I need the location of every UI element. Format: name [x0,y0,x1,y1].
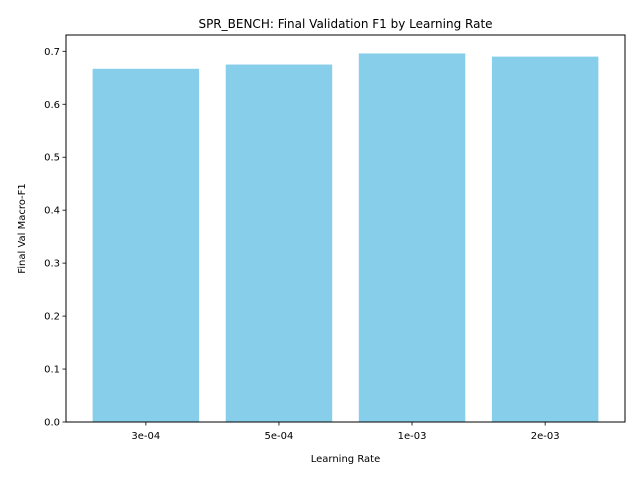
plot-frame [65,34,626,423]
x-tick-label: 1e-03 [398,431,427,442]
x-tick-label: 3e-04 [131,431,160,442]
bar-5e-04 [225,64,333,423]
x-axis-ticks: 3e-04 5e-04 1e-03 2e-03 [131,422,560,442]
y-axis-ticks: 0.0 0.1 0.2 0.3 0.4 0.5 0.6 0.7 [44,47,66,429]
y-tick-label: 0.4 [44,206,60,217]
y-tick-label: 0.6 [44,100,60,111]
x-tick-label: 5e-04 [265,431,294,442]
y-tick-label: 0.3 [44,259,60,270]
bars [92,53,599,423]
bar-2e-03 [491,56,599,423]
y-tick-label: 0.1 [44,365,60,376]
x-tick-label: 2e-03 [531,431,560,442]
y-tick-label: 0.2 [44,312,60,323]
axes [65,34,626,423]
x-axis-label: Learning Rate [311,454,381,465]
bar-3e-04 [92,68,200,423]
chart-title: SPR_BENCH: Final Validation F1 by Learni… [198,17,492,31]
y-axis-label: Final Val Macro-F1 [17,183,28,274]
y-tick-label: 0.0 [44,418,60,429]
y-tick-label: 0.7 [44,47,60,58]
y-tick-label: 0.5 [44,153,60,164]
bar-1e-03 [358,53,466,423]
